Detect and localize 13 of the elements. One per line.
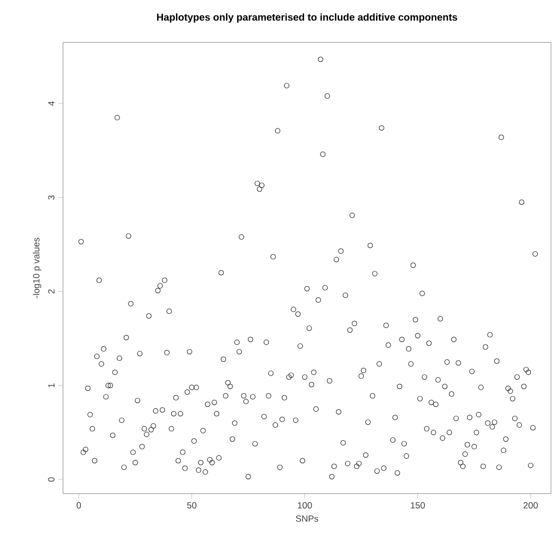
x-axis-title: SNPs	[296, 515, 318, 522]
x-tick-label: 0	[76, 502, 81, 509]
x-tick-label: 50	[187, 502, 196, 509]
x-tick-label: 200	[524, 502, 538, 509]
y-tick-label: 4	[48, 101, 54, 106]
y-tick-label: 1	[48, 383, 54, 388]
y-axis-title: -log10 p values	[32, 238, 42, 298]
x-tick-label: 100	[298, 502, 312, 509]
y-tick-label: 0	[48, 477, 54, 482]
chart-title: Haplotypes only parameterised to include additive components	[157, 13, 458, 23]
y-tick-label: 3	[48, 195, 54, 200]
y-tick-label: 2	[48, 289, 54, 294]
x-tick-label: 150	[410, 502, 425, 509]
